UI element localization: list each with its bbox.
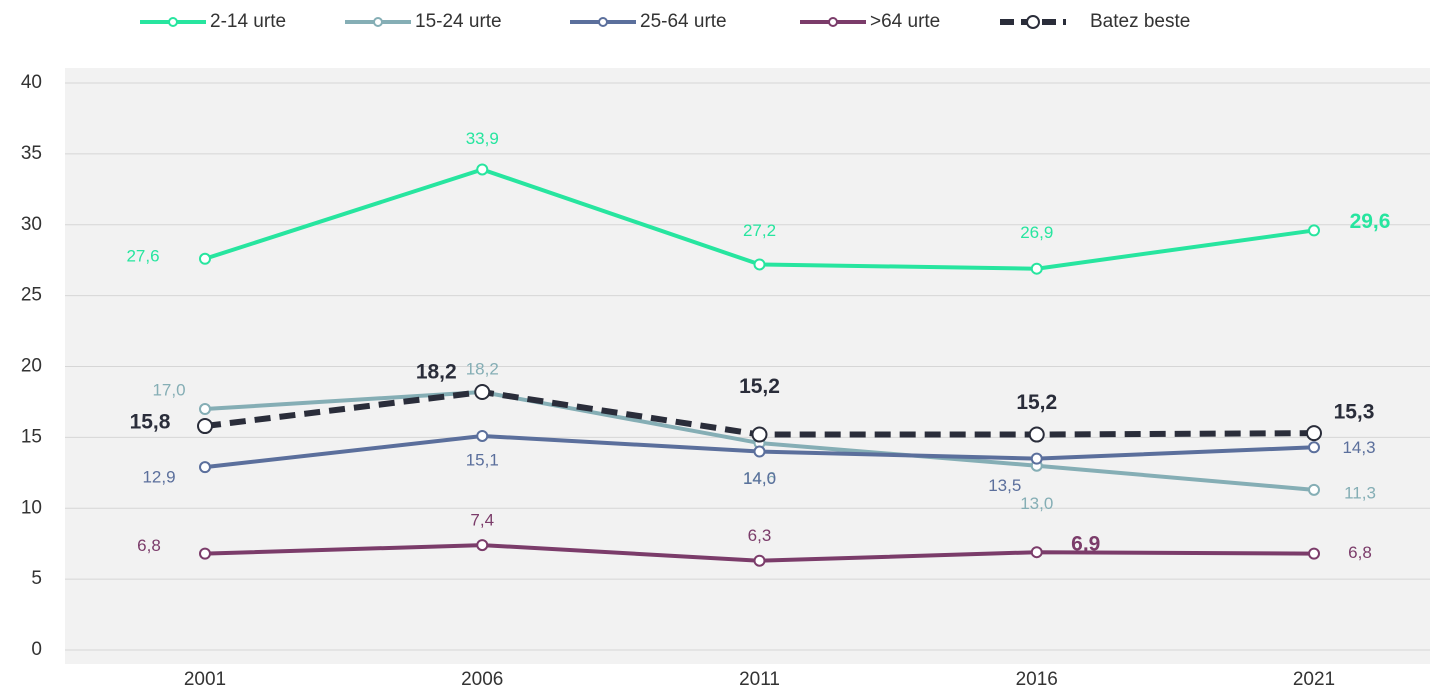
value-label: 13,0: [1020, 494, 1053, 513]
legend-marker: [1026, 15, 1040, 29]
data-point: [1030, 262, 1043, 275]
value-label: 15,8: [130, 411, 171, 434]
x-tick-label: 2001: [184, 669, 226, 690]
value-label: 11,3: [1344, 483, 1376, 502]
data-point: [476, 539, 489, 552]
legend-marker: [168, 17, 178, 27]
value-label: 15,2: [739, 375, 780, 398]
data-point: [474, 384, 491, 401]
value-label: 26,9: [1020, 223, 1053, 242]
data-point: [197, 418, 213, 435]
data-point: [753, 445, 766, 458]
value-label: 6,8: [1348, 543, 1372, 562]
legend-label: 2-14 urte: [210, 11, 286, 32]
value-label: 14,0: [743, 469, 776, 488]
value-label: 14,3: [1342, 438, 1375, 457]
data-point: [1030, 452, 1043, 465]
value-label: 17,0: [152, 381, 185, 400]
legend-marker: [373, 17, 383, 27]
value-label: 14,6: [743, 469, 776, 488]
y-tick-label: 35: [21, 143, 42, 164]
data-point: [199, 547, 211, 560]
legend-label: Batez beste: [1090, 11, 1190, 32]
value-label: 18,2: [466, 359, 499, 378]
y-tick-label: 0: [31, 639, 42, 660]
value-label: 15,1: [466, 450, 499, 469]
data-point: [199, 403, 211, 416]
data-point: [753, 258, 766, 271]
value-label: 7,4: [470, 511, 494, 530]
legend-label: >64 urte: [870, 11, 940, 32]
data-point: [1028, 426, 1045, 443]
x-tick-label: 2021: [1293, 669, 1335, 690]
y-tick-label: 5: [31, 568, 42, 589]
value-label: 18,2: [416, 361, 457, 384]
x-tick-label: 2016: [1016, 669, 1058, 690]
value-label: 29,6: [1350, 210, 1391, 233]
data-point: [751, 426, 768, 443]
data-point: [476, 163, 489, 176]
y-tick-label: 10: [21, 497, 42, 518]
y-tick-label: 40: [21, 72, 42, 93]
y-tick-label: 30: [21, 214, 42, 235]
y-tick-label: 15: [21, 426, 42, 447]
legend-label: 25-64 urte: [640, 11, 727, 32]
legend-marker: [598, 17, 608, 27]
data-point: [753, 554, 766, 567]
data-point: [1308, 483, 1320, 496]
x-tick-label: 2011: [739, 669, 780, 690]
y-tick-label: 25: [21, 285, 42, 306]
value-label: 27,2: [743, 221, 776, 240]
data-point: [199, 252, 211, 265]
data-point: [1306, 425, 1322, 442]
data-point: [199, 461, 211, 474]
data-point: [1308, 224, 1320, 237]
legend-label: 15-24 urte: [415, 11, 502, 32]
value-label: 15,2: [1016, 391, 1057, 414]
value-label: 27,6: [126, 246, 159, 265]
value-label: 13,5: [988, 476, 1021, 495]
legend-marker: [828, 17, 838, 27]
data-point: [476, 429, 489, 442]
value-label: 6,8: [137, 536, 161, 555]
value-label: 33,9: [466, 129, 499, 148]
data-point: [1308, 441, 1320, 454]
data-point: [1030, 546, 1043, 559]
value-label: 6,3: [748, 526, 772, 545]
y-tick-label: 20: [21, 356, 42, 377]
value-label: 12,9: [142, 468, 175, 487]
x-tick-label: 2006: [461, 669, 503, 690]
value-label: 15,3: [1334, 401, 1375, 424]
data-point: [1308, 547, 1320, 560]
value-label: 6,9: [1071, 533, 1100, 556]
